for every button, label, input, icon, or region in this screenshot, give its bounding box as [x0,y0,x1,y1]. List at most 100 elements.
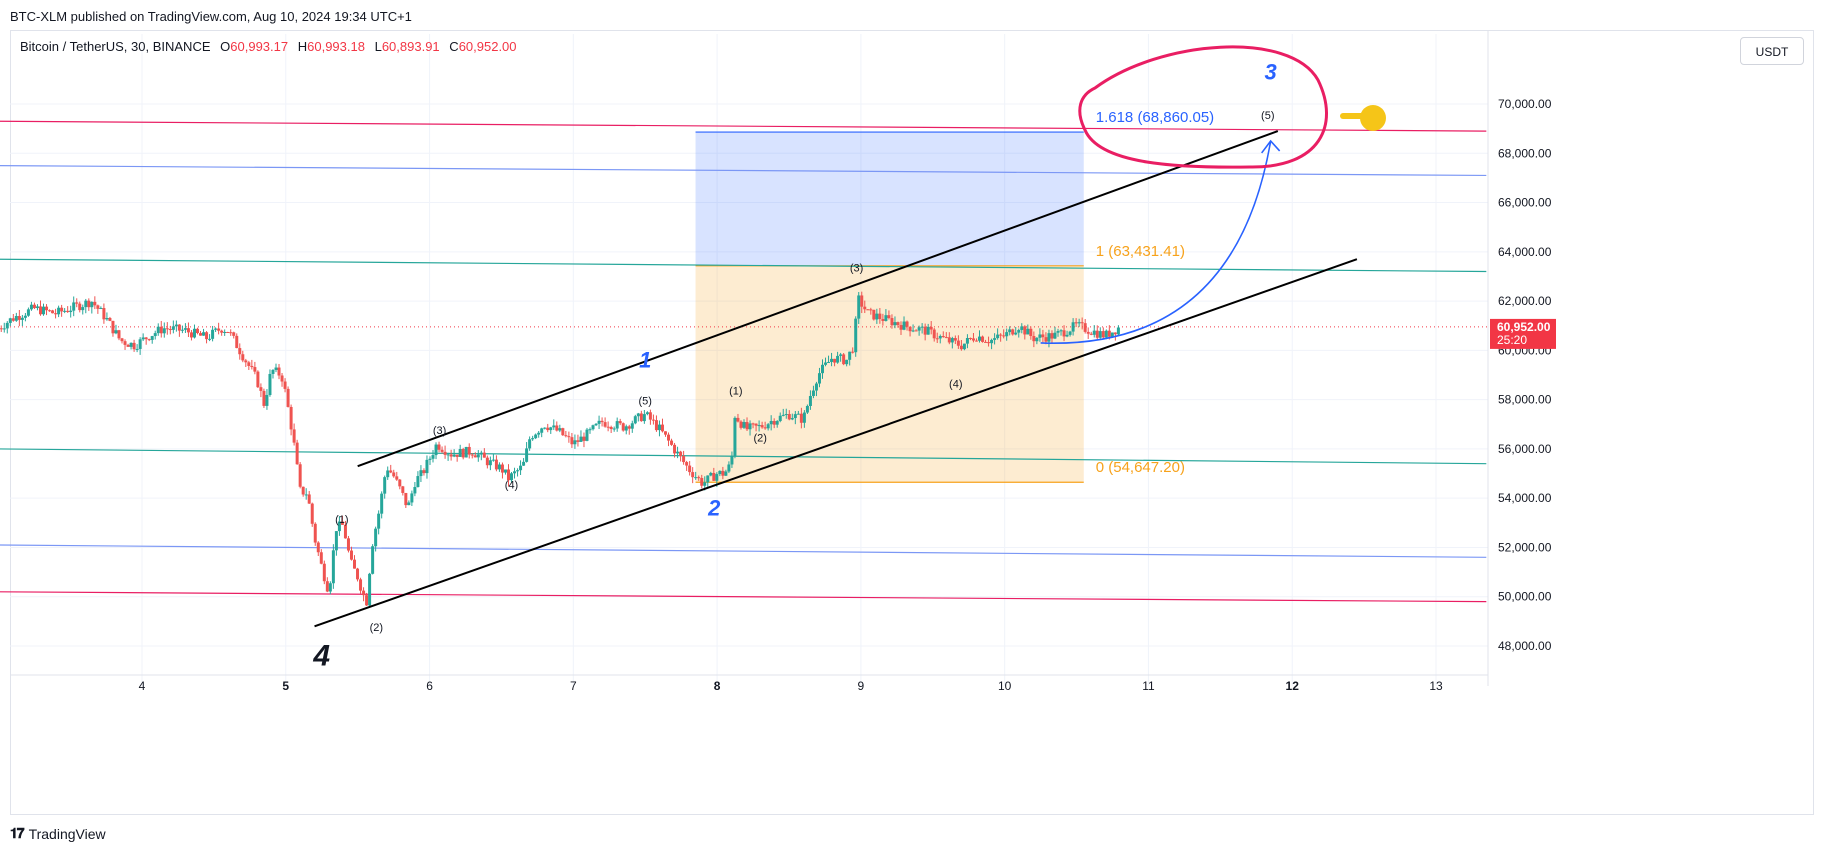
horizontal-lines [0,120,1488,603]
candle-body [141,337,145,340]
candle-body [796,413,800,415]
candle-body [153,333,157,337]
candle-body [1020,326,1024,330]
candle-body [66,310,70,313]
candle-body [1080,322,1084,324]
candle-body [667,434,671,441]
candle-body [1023,326,1027,335]
candle-body [971,338,975,341]
candle-body [1083,323,1087,332]
candle-body [908,326,912,332]
candle-body [1077,322,1081,324]
candle-body [839,354,843,356]
candle-body [416,476,420,488]
candle-body [824,362,828,365]
candle-body [42,306,46,315]
candle-body [1056,331,1060,333]
candle-body [301,486,305,495]
candle-body [528,439,532,449]
candle-body [1059,330,1063,332]
currency-button[interactable]: USDT [1740,37,1804,65]
candle-body [256,371,260,388]
candle-body [353,559,357,569]
candle-body [558,428,562,431]
candle-body [618,421,622,424]
chart-frame [10,30,1814,815]
wave-label: (5) [638,396,651,408]
candle-body [1092,330,1096,335]
candle-body [984,341,988,343]
candle-body [90,301,94,308]
candle-body [519,465,523,471]
candle-body [546,427,550,431]
candle-body [712,472,716,481]
candle-body [226,332,230,334]
candle-body [522,461,526,466]
candle-body [443,451,447,455]
candle-body [543,427,547,429]
candle-body [111,320,115,334]
candle-body [760,425,764,428]
candle-body [950,338,954,343]
candle-body [29,304,33,310]
candle-body [748,423,752,430]
candle-body [401,486,405,493]
candle-body [929,326,933,330]
candle-body [513,471,517,474]
candle-body [1089,333,1093,335]
candle-body [715,474,719,481]
candle-body [159,326,163,334]
candle-body [473,455,477,458]
candle-body [567,436,571,438]
candle-body [947,337,951,343]
candle-body [419,470,423,477]
candle-body [503,469,507,473]
price-tick-label: 70,000.00 [1498,97,1552,111]
candle-body [808,395,812,406]
candle-body [993,338,997,340]
candle-body [784,414,788,416]
candle-body [359,579,363,591]
candle-body [1086,331,1090,334]
candle-body [721,470,725,476]
candle-body [769,420,773,425]
candle-body [60,307,64,312]
candle-body [488,460,492,466]
candle-body [38,306,42,315]
candle-body [1068,331,1072,335]
channel-line [314,258,1358,628]
wave-label: (3) [850,263,863,275]
candle-body [192,328,196,338]
candle-body [902,321,906,330]
candle-body [223,332,227,334]
candle-body [283,381,287,389]
candle-body [1101,331,1105,338]
open-value: 60,993.17 [230,39,289,54]
wave-label: (2) [754,433,767,445]
candle-body [1107,330,1111,337]
candle-body [645,412,649,415]
candle-body [1044,337,1048,342]
candle-body [262,390,266,406]
price-tick-label: 66,000.00 [1498,196,1552,210]
candle-body [437,444,441,450]
candle-body [54,313,58,315]
candle-body [165,328,169,330]
candle-body [87,300,91,308]
high-value: 60,993.18 [307,39,365,54]
candle-body [857,295,861,319]
candle-body [298,464,302,487]
candle-body [573,440,577,445]
candle-body [241,354,245,361]
candle-body [220,330,224,333]
brand-name: TradingView [28,826,106,842]
last-price-tag [1490,318,1556,349]
candle-body [458,448,462,457]
candle-body [978,336,982,341]
time-tick-label: 8 [714,679,721,693]
candle-body [307,494,311,504]
high-label: H [297,39,308,54]
candle-body [319,552,323,564]
candle-body [706,475,710,483]
